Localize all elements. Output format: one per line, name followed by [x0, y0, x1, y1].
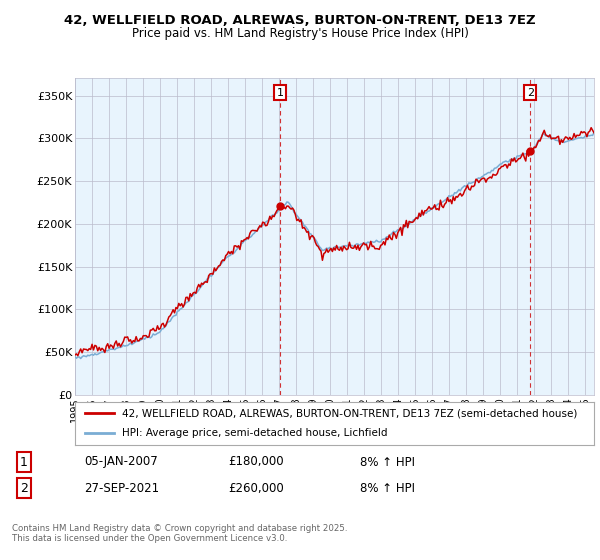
Text: HPI: Average price, semi-detached house, Lichfield: HPI: Average price, semi-detached house,… [122, 428, 387, 438]
Text: £180,000: £180,000 [228, 455, 284, 469]
Text: 1: 1 [277, 88, 283, 98]
Text: 2: 2 [20, 482, 28, 495]
Text: 2: 2 [527, 88, 534, 98]
Text: 8% ↑ HPI: 8% ↑ HPI [360, 482, 415, 495]
Text: 8% ↑ HPI: 8% ↑ HPI [360, 455, 415, 469]
Text: 42, WELLFIELD ROAD, ALREWAS, BURTON-ON-TRENT, DE13 7EZ (semi-detached house): 42, WELLFIELD ROAD, ALREWAS, BURTON-ON-T… [122, 408, 577, 418]
Text: 42, WELLFIELD ROAD, ALREWAS, BURTON-ON-TRENT, DE13 7EZ: 42, WELLFIELD ROAD, ALREWAS, BURTON-ON-T… [64, 14, 536, 27]
Text: 05-JAN-2007: 05-JAN-2007 [84, 455, 158, 469]
Text: 1: 1 [20, 455, 28, 469]
Text: £260,000: £260,000 [228, 482, 284, 495]
Text: Contains HM Land Registry data © Crown copyright and database right 2025.
This d: Contains HM Land Registry data © Crown c… [12, 524, 347, 543]
Text: Price paid vs. HM Land Registry's House Price Index (HPI): Price paid vs. HM Land Registry's House … [131, 27, 469, 40]
Text: 27-SEP-2021: 27-SEP-2021 [84, 482, 159, 495]
